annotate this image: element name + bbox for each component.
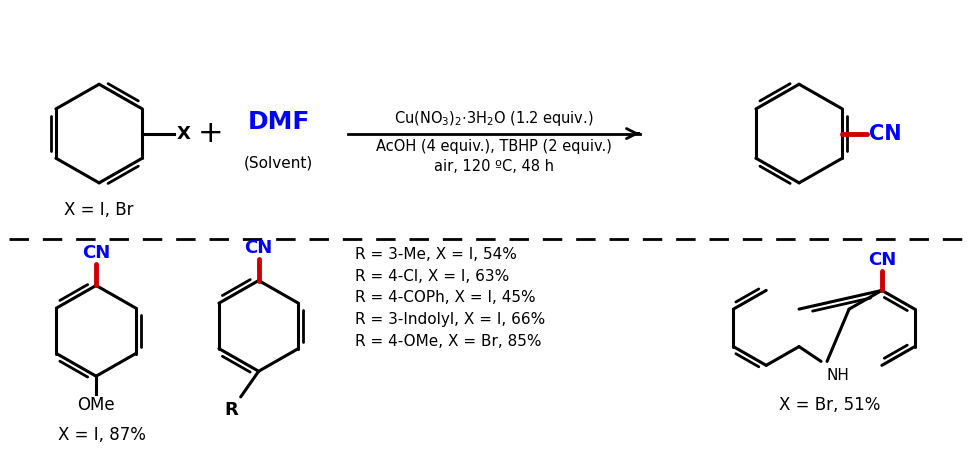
Text: AcOH (4 equiv.), TBHP (2 equiv.): AcOH (4 equiv.), TBHP (2 equiv.) — [376, 140, 612, 154]
Text: R = 3-Indolyl, X = I, 66%: R = 3-Indolyl, X = I, 66% — [356, 312, 546, 327]
Text: air, 120 ºC, 48 h: air, 120 ºC, 48 h — [434, 159, 554, 174]
Text: R = 3-Me, X = I, 54%: R = 3-Me, X = I, 54% — [356, 247, 517, 262]
Text: X = I, Br: X = I, Br — [65, 201, 133, 219]
Text: OMe: OMe — [77, 396, 115, 414]
Text: DMF: DMF — [247, 110, 310, 134]
Text: R: R — [224, 401, 238, 419]
Text: (Solvent): (Solvent) — [244, 155, 314, 170]
Text: CN: CN — [867, 251, 896, 269]
Text: R = 4-OMe, X = Br, 85%: R = 4-OMe, X = Br, 85% — [356, 334, 542, 349]
Text: Cu(NO$_3$)$_2$$\cdot$3H$_2$O (1.2 equiv.): Cu(NO$_3$)$_2$$\cdot$3H$_2$O (1.2 equiv.… — [394, 109, 594, 128]
Text: R = 4-COPh, X = I, 45%: R = 4-COPh, X = I, 45% — [356, 291, 536, 305]
Text: CN: CN — [82, 244, 110, 262]
Text: CN: CN — [869, 123, 902, 144]
Text: R = 4-Cl, X = I, 63%: R = 4-Cl, X = I, 63% — [356, 269, 510, 284]
Text: CN: CN — [245, 239, 272, 257]
Text: +: + — [198, 119, 223, 148]
Text: X = I, 87%: X = I, 87% — [58, 426, 146, 444]
Text: X: X — [176, 124, 190, 142]
Text: NH: NH — [826, 368, 849, 383]
Text: X = Br, 51%: X = Br, 51% — [779, 396, 881, 414]
